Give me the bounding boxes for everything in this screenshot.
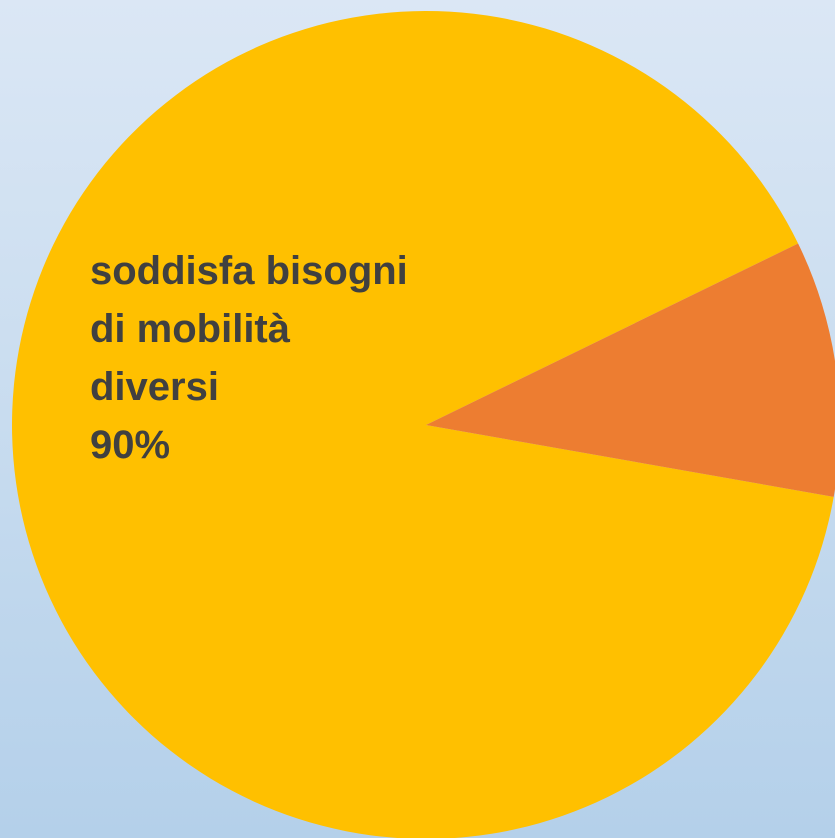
pie-slice-1-label-line: diversi xyxy=(90,365,219,409)
pie-slice-1-label-line: 90% xyxy=(90,423,170,467)
pie-slice-1-label-line: soddisfa bisogni xyxy=(90,249,408,293)
pie-slices xyxy=(12,11,835,838)
pie-slice-2 xyxy=(426,243,835,497)
pie-slice-1 xyxy=(12,11,834,838)
pie-slice-1-label: soddisfa bisogni di mobilità diversi 90% xyxy=(90,249,408,467)
pie-labels: soddisfa bisogni di mobilità diversi 90% xyxy=(90,249,408,467)
pie-slice-1-label-line: di mobilità xyxy=(90,307,291,351)
